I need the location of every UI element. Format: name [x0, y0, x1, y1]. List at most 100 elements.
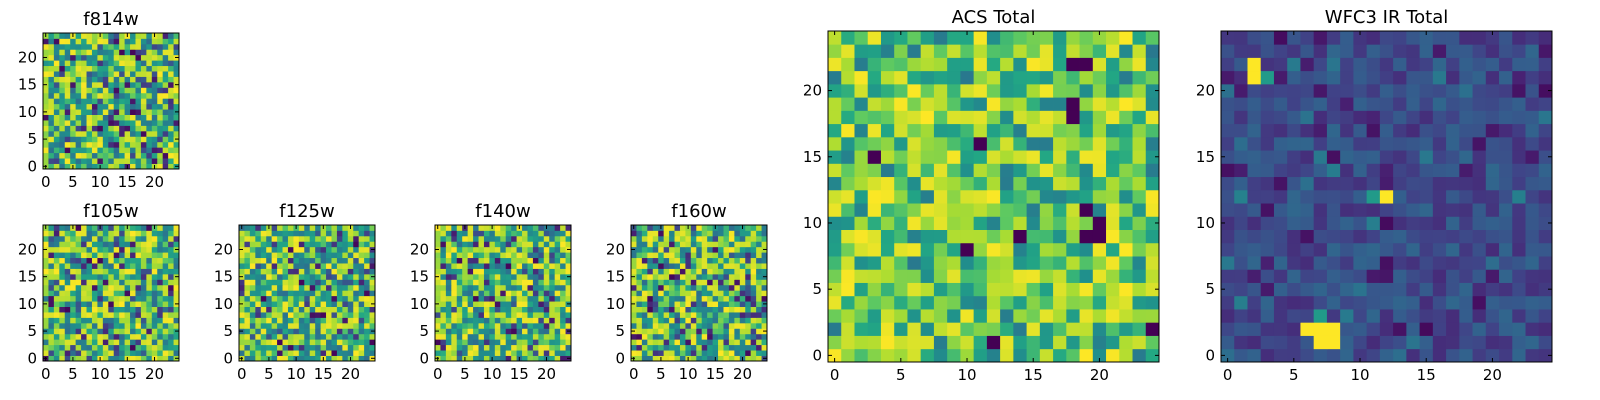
- cell: [1119, 70, 1133, 85]
- cell: [723, 312, 730, 318]
- cell: [734, 257, 741, 264]
- cell: [527, 317, 534, 324]
- cell: [86, 306, 93, 313]
- cell: [151, 152, 158, 159]
- cell: [59, 114, 66, 121]
- cell: [260, 284, 267, 291]
- cell: [48, 284, 55, 291]
- cell: [1247, 229, 1262, 244]
- cell: [364, 295, 370, 302]
- cell: [130, 317, 136, 324]
- cell: [473, 273, 479, 280]
- cell: [108, 152, 115, 159]
- cell: [456, 279, 463, 286]
- cell: [1273, 229, 1288, 244]
- cell: [1026, 348, 1041, 363]
- cell: [756, 246, 762, 253]
- cell: [151, 43, 158, 50]
- cell: [516, 263, 523, 269]
- cell: [1406, 163, 1420, 178]
- cell: [130, 76, 136, 83]
- cell: [973, 31, 988, 45]
- cell: [255, 333, 262, 340]
- cell: [647, 339, 654, 346]
- cell: [647, 322, 654, 329]
- cell: [364, 322, 370, 329]
- cell: [483, 350, 490, 356]
- cell: [140, 54, 147, 61]
- x-tick-label: 20: [1483, 366, 1502, 384]
- cell: [658, 268, 665, 275]
- cell: [157, 301, 164, 307]
- cell: [315, 235, 321, 242]
- cell: [168, 263, 174, 269]
- cell: [140, 252, 147, 259]
- cell: [53, 279, 60, 286]
- cell: [728, 284, 735, 291]
- cell: [369, 306, 376, 313]
- cell: [304, 225, 311, 231]
- cell: [108, 136, 115, 143]
- cell: [505, 333, 512, 340]
- cell: [168, 92, 174, 99]
- cell: [320, 301, 327, 307]
- cell: [663, 241, 670, 248]
- cell: [119, 230, 125, 237]
- cell: [538, 257, 545, 264]
- cell: [554, 301, 561, 307]
- cell: [1273, 282, 1288, 297]
- cell: [1106, 216, 1120, 230]
- cell: [244, 225, 251, 231]
- cell: [734, 241, 741, 248]
- cell: [1393, 44, 1407, 58]
- cell: [97, 306, 104, 313]
- cell: [75, 38, 82, 45]
- cell: [1419, 242, 1434, 257]
- cell: [97, 339, 104, 346]
- cell: [70, 257, 77, 264]
- cell: [255, 268, 262, 275]
- cell: [1092, 335, 1107, 350]
- cell: [75, 152, 82, 159]
- cell: [473, 344, 479, 351]
- cell: [369, 295, 376, 302]
- cell: [636, 350, 643, 356]
- cell: [255, 241, 262, 248]
- cell: [565, 284, 572, 291]
- cell: [1145, 322, 1160, 336]
- cell: [113, 355, 120, 362]
- cell: [483, 246, 490, 253]
- cell: [1013, 136, 1027, 151]
- cell: [701, 241, 708, 248]
- cell: [146, 284, 153, 291]
- cell: [986, 242, 1001, 257]
- cell: [500, 295, 507, 302]
- cell: [663, 350, 670, 356]
- cell: [102, 130, 109, 137]
- cell: [1145, 335, 1160, 350]
- cell: [712, 263, 719, 269]
- cell: [48, 350, 55, 356]
- cell: [483, 339, 490, 346]
- cell: [500, 257, 507, 264]
- cell: [1053, 309, 1067, 323]
- x-tick-label: 5: [1289, 366, 1299, 384]
- cell: [277, 350, 283, 356]
- cell: [1538, 203, 1553, 217]
- cell: [140, 49, 147, 56]
- cell: [336, 301, 343, 307]
- cell: [527, 339, 534, 346]
- cell: [353, 355, 360, 362]
- cell: [1247, 163, 1262, 178]
- cell: [239, 333, 245, 340]
- cell: [1366, 203, 1381, 217]
- cell: [462, 306, 469, 313]
- cell: [331, 328, 338, 335]
- cell: [173, 344, 180, 351]
- cell: [745, 312, 752, 318]
- cell: [81, 103, 87, 110]
- cell: [59, 344, 66, 351]
- cell: [500, 235, 507, 242]
- cell: [1432, 123, 1447, 138]
- cell: [86, 263, 93, 269]
